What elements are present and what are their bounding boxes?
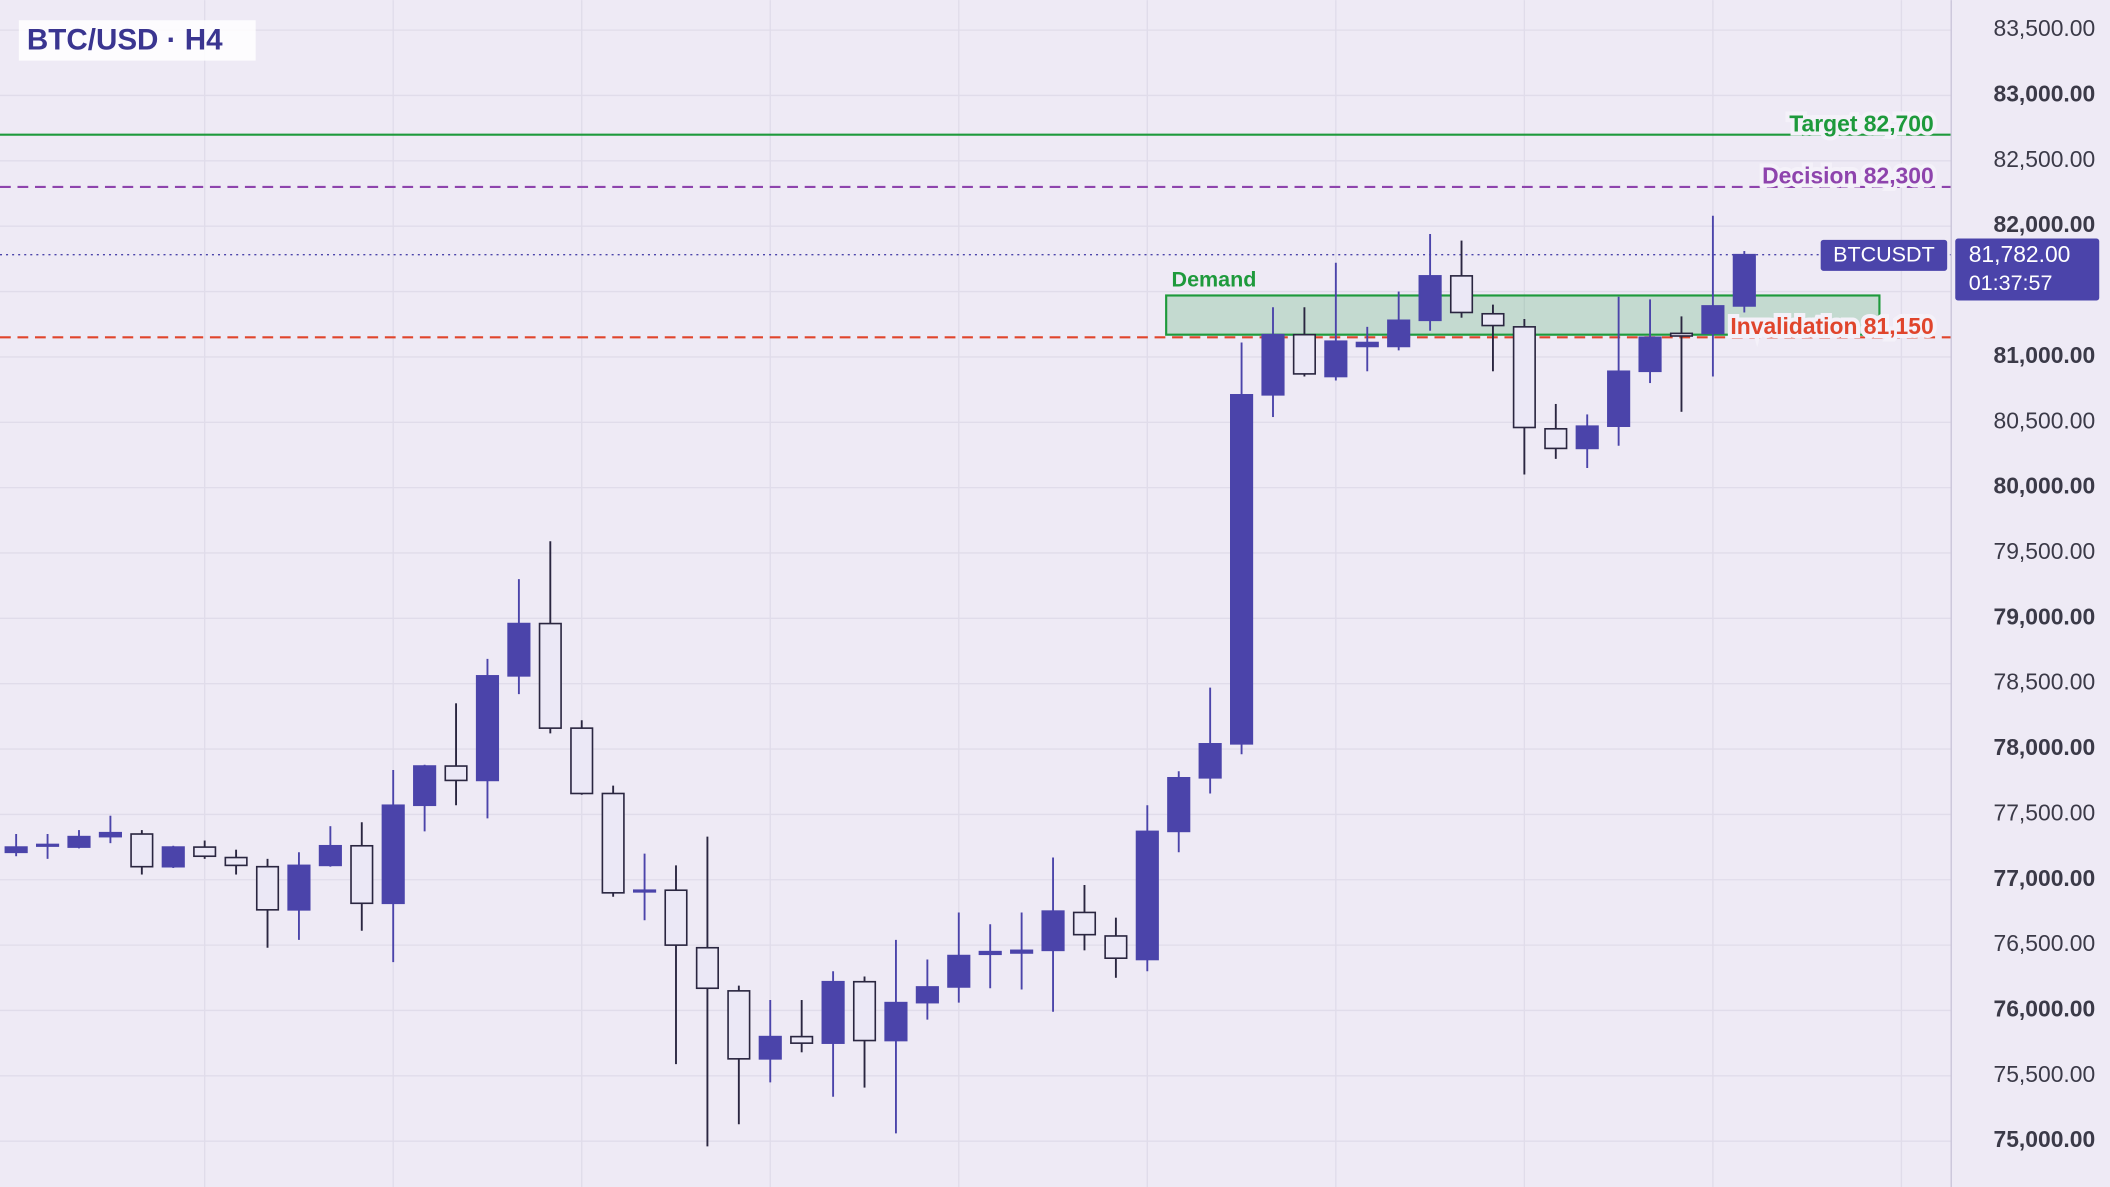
level-label: Invalidation 81,150 <box>1730 313 1933 339</box>
candle-body <box>318 844 342 867</box>
candle-body <box>1104 935 1128 959</box>
y-tick-label: 82,500.00 <box>1993 146 2095 172</box>
candle-body <box>1449 275 1474 314</box>
y-tick-label: 81,000.00 <box>1993 342 2095 368</box>
candle-body <box>350 844 374 905</box>
candle-body <box>1010 949 1034 954</box>
y-tick-label: 83,500.00 <box>1993 15 2095 41</box>
candle-body <box>727 990 751 1060</box>
candle-body <box>664 889 688 946</box>
candle-body <box>507 622 531 677</box>
candle-body <box>1512 326 1536 429</box>
candle-body <box>67 835 91 848</box>
y-tick-label: 79,000.00 <box>1993 603 2095 629</box>
candle-body <box>1607 370 1631 427</box>
candle-body <box>947 954 971 988</box>
candle-body <box>1387 319 1411 348</box>
candle-body <box>695 946 719 990</box>
candle-body <box>790 1035 814 1044</box>
candle-body <box>161 846 185 868</box>
symbol-tag <box>1820 239 1948 271</box>
candle-body <box>884 1001 908 1042</box>
price-axis: 75,000.00 75,500.00 76,000.00 76,500.00 77,0… <box>1820 15 2100 1152</box>
candle-body <box>1135 830 1159 961</box>
y-tick-label: 80,000.00 <box>1993 473 2095 499</box>
candle-body <box>287 864 311 911</box>
candle-body <box>413 765 437 807</box>
overlays: Demand Target 82,700 Decision 82,300 Invali… <box>0 106 1952 343</box>
candle-body <box>1701 305 1725 335</box>
candle-body <box>444 765 468 782</box>
price-tag-countdown: 01:37:57 <box>1969 271 2053 295</box>
candle-body <box>1355 341 1379 348</box>
zone-label: Demand <box>1172 267 1257 291</box>
candle-body <box>35 843 60 847</box>
candle-body <box>758 1035 782 1060</box>
candle-body <box>193 846 217 858</box>
y-tick-label: 76,500.00 <box>1993 930 2095 956</box>
y-tick-label: 77,500.00 <box>1993 799 2095 825</box>
level-label: Target 82,700 <box>1789 110 1933 136</box>
y-tick-label: 80,500.00 <box>1993 407 2095 433</box>
candle-body <box>978 950 1002 956</box>
y-tick-label: 76,000.00 <box>1993 996 2095 1022</box>
grid <box>0 0 1952 1187</box>
level-label: Decision 82,300 <box>1762 163 1934 189</box>
title-background <box>18 20 256 61</box>
candle-body <box>1292 333 1316 375</box>
candles <box>4 215 1756 1147</box>
candle-body <box>381 804 405 905</box>
y-tick-label: 78,000.00 <box>1993 734 2095 760</box>
candle-body <box>1575 425 1599 450</box>
y-tick-label: 75,500.00 <box>1993 1061 2095 1087</box>
price-tag <box>1955 238 2100 301</box>
candle-body <box>570 727 594 795</box>
candle-body <box>538 622 562 729</box>
candle-body <box>1230 394 1254 745</box>
candle-body <box>915 986 939 1004</box>
candle-body <box>1072 911 1097 936</box>
candle-body <box>1638 336 1662 373</box>
candle-body <box>1669 332 1694 337</box>
y-tick-label: 77,000.00 <box>1993 865 2095 891</box>
candle-body <box>1732 253 1756 307</box>
candle-body <box>255 865 280 911</box>
chart-title: BTC/USD · H4 <box>27 24 223 57</box>
candle-body <box>1481 312 1505 327</box>
y-tick-label: 78,500.00 <box>1993 669 2095 695</box>
y-tick-label: 83,000.00 <box>1993 81 2095 107</box>
candle-body <box>4 846 28 854</box>
price-tag-value: 81,782.00 <box>1969 241 2071 267</box>
symbol-label: BTCUSDT <box>1833 243 1935 267</box>
y-tick-label: 79,500.00 <box>1993 538 2095 564</box>
candle-body <box>633 889 657 893</box>
candle-body <box>1418 275 1442 322</box>
candle-body <box>98 831 122 838</box>
y-tick-label: 82,000.00 <box>1993 211 2095 237</box>
candle-body <box>1041 910 1065 952</box>
candle-body <box>852 980 877 1042</box>
candle-body <box>224 856 248 867</box>
candle-body <box>130 833 154 868</box>
candle-body <box>1261 333 1285 396</box>
candle-body <box>821 980 845 1044</box>
y-tick-label: 75,000.00 <box>1993 1126 2095 1152</box>
candle-body <box>1324 340 1348 378</box>
candle-body <box>475 675 500 782</box>
candle-body <box>1544 427 1568 450</box>
candle-body <box>601 792 625 894</box>
candle-body <box>1167 776 1191 833</box>
candle-body <box>1198 743 1222 779</box>
